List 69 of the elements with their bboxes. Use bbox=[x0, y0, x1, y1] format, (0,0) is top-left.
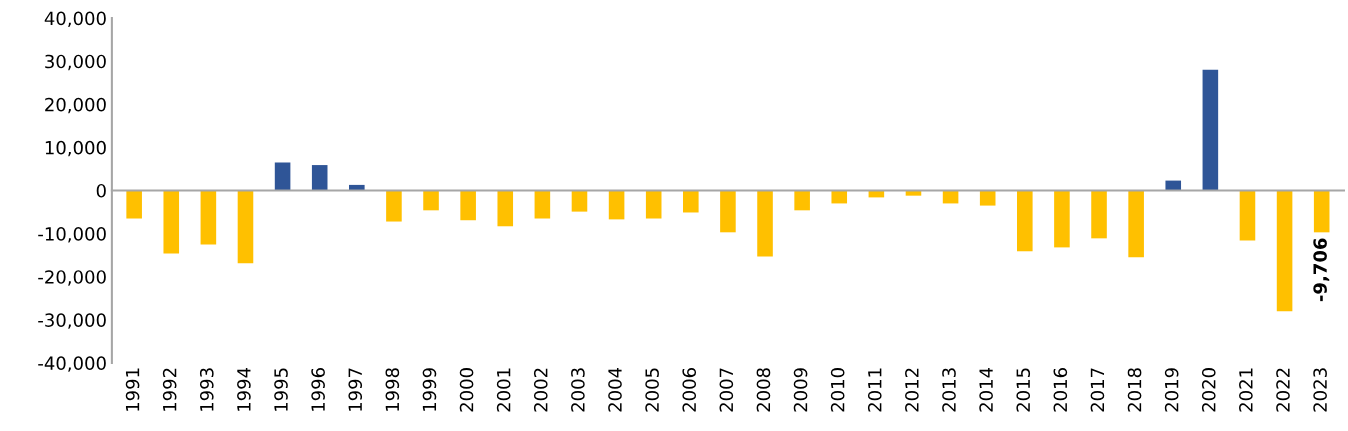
y-tick-label: -20,000 bbox=[38, 270, 106, 286]
x-tick-label: 2002 bbox=[533, 368, 548, 412]
y-tick-label: 0 bbox=[96, 183, 106, 198]
x-tick-label: 2020 bbox=[1201, 368, 1216, 412]
x-tick-label: 2010 bbox=[830, 368, 845, 412]
x-tick-label: 1996 bbox=[311, 368, 325, 411]
bar bbox=[1091, 190, 1107, 239]
y-tick-label: 20,000 bbox=[45, 97, 106, 114]
x-tick-label: 1991 bbox=[125, 368, 140, 411]
bar bbox=[794, 190, 810, 211]
bar bbox=[645, 190, 662, 219]
bar bbox=[534, 190, 551, 219]
x-tick-label: 2018 bbox=[1127, 368, 1142, 412]
data-label: -9,706 bbox=[1313, 238, 1330, 302]
bar bbox=[386, 190, 402, 222]
x-tick-label: 1994 bbox=[237, 367, 251, 411]
y-tick-label: -10,000 bbox=[38, 227, 106, 243]
bar bbox=[1239, 190, 1256, 241]
bar bbox=[237, 190, 254, 264]
x-tick-label: 2012 bbox=[905, 368, 919, 412]
bar bbox=[757, 190, 773, 257]
y-tick-label: -30,000 bbox=[38, 313, 106, 329]
bar bbox=[1276, 190, 1293, 312]
bar bbox=[1128, 190, 1144, 258]
x-tick-label: 2007 bbox=[719, 368, 734, 412]
bar bbox=[1202, 69, 1219, 191]
bar bbox=[683, 190, 699, 213]
bar bbox=[608, 190, 625, 220]
x-tick-label: 2008 bbox=[756, 368, 771, 412]
x-tick-label: 1998 bbox=[385, 368, 400, 411]
x-tick-label: 2009 bbox=[793, 368, 808, 412]
x-tick-label: 1995 bbox=[274, 368, 288, 411]
x-tick-label: 1992 bbox=[162, 368, 177, 411]
x-tick-label: 2006 bbox=[682, 368, 697, 412]
y-tick-label: 40,000 bbox=[44, 11, 106, 28]
x-tick-label: 2004 bbox=[608, 367, 622, 412]
x-tick-label: 2000 bbox=[459, 368, 474, 412]
x-tick-label: 2023 bbox=[1313, 368, 1327, 412]
x-tick-label: 1999 bbox=[422, 368, 437, 411]
bar bbox=[571, 190, 588, 212]
x-tick-label: 2013 bbox=[942, 368, 956, 412]
y-tick-label: -40,000 bbox=[38, 356, 106, 372]
y-tick-label: 30,000 bbox=[45, 54, 106, 71]
x-tick-label: 2015 bbox=[1016, 368, 1031, 412]
bar bbox=[163, 190, 180, 254]
x-tick-label: 1997 bbox=[348, 368, 363, 411]
bar bbox=[1313, 190, 1330, 233]
x-tick-label: 2001 bbox=[496, 368, 511, 412]
x-tick-label: 2017 bbox=[1090, 368, 1105, 412]
x-tick-label: 2022 bbox=[1276, 368, 1290, 412]
bar bbox=[720, 190, 736, 233]
x-tick-label: 2019 bbox=[1164, 368, 1179, 412]
bar bbox=[200, 190, 217, 245]
x-tick-label: 2011 bbox=[867, 368, 882, 412]
bar bbox=[274, 162, 291, 191]
bar bbox=[423, 190, 439, 211]
bar bbox=[497, 190, 514, 227]
x-tick-label: 2014 bbox=[979, 367, 993, 412]
bar bbox=[311, 165, 328, 191]
y-tick-label: 10,000 bbox=[45, 140, 106, 157]
x-tick-label: 1993 bbox=[199, 368, 214, 411]
bar bbox=[126, 190, 142, 219]
x-tick-label: 2003 bbox=[571, 368, 585, 412]
bar bbox=[1054, 190, 1070, 248]
bar bbox=[1017, 190, 1033, 252]
x-tick-label: 2005 bbox=[645, 368, 659, 412]
x-tick-label: 2016 bbox=[1053, 368, 1068, 412]
x-tick-label: 2021 bbox=[1239, 368, 1253, 412]
bar bbox=[460, 190, 476, 221]
